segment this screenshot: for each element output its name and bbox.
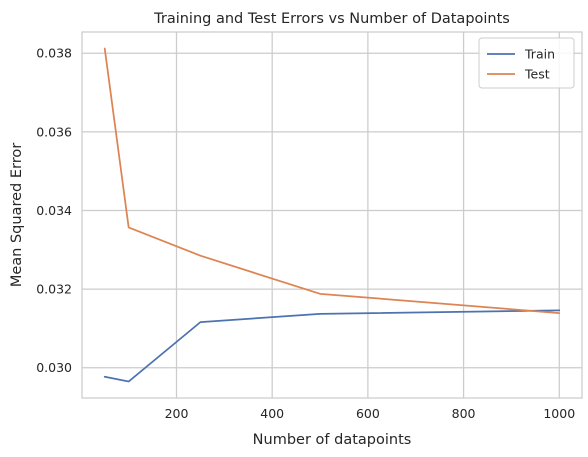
x-tick-label: 800	[452, 406, 476, 421]
series-lines	[103, 47, 561, 383]
plot-area-frame	[81, 31, 583, 399]
legend-box	[478, 37, 575, 89]
chart-title: Training and Test Errors vs Number of Da…	[153, 11, 510, 27]
y-tick-labels: 0.030 0.032 0.034 0.036 0.038	[36, 46, 72, 376]
x-tick-label: 400	[260, 406, 284, 421]
x-tick-labels: 200 400 600 800 1000	[165, 406, 576, 421]
series-line-test	[103, 47, 561, 314]
y-tick-label: 0.030	[36, 360, 72, 375]
legend: Train Test	[478, 37, 575, 89]
x-axis-label: Number of datapoints	[253, 432, 412, 448]
x-tick-label: 200	[165, 406, 189, 421]
y-tick-label: 0.034	[36, 203, 72, 218]
legend-label-train: Train	[524, 47, 555, 62]
series-line-train	[103, 309, 561, 383]
y-tick-label: 0.038	[36, 46, 72, 61]
y-tick-label: 0.032	[36, 282, 72, 297]
x-tick-label: 1000	[543, 406, 575, 421]
y-tick-label: 0.036	[36, 124, 72, 139]
x-tick-label: 600	[356, 406, 380, 421]
y-axis-label: Mean Squared Error	[9, 143, 25, 287]
legend-label-test: Test	[524, 67, 550, 82]
